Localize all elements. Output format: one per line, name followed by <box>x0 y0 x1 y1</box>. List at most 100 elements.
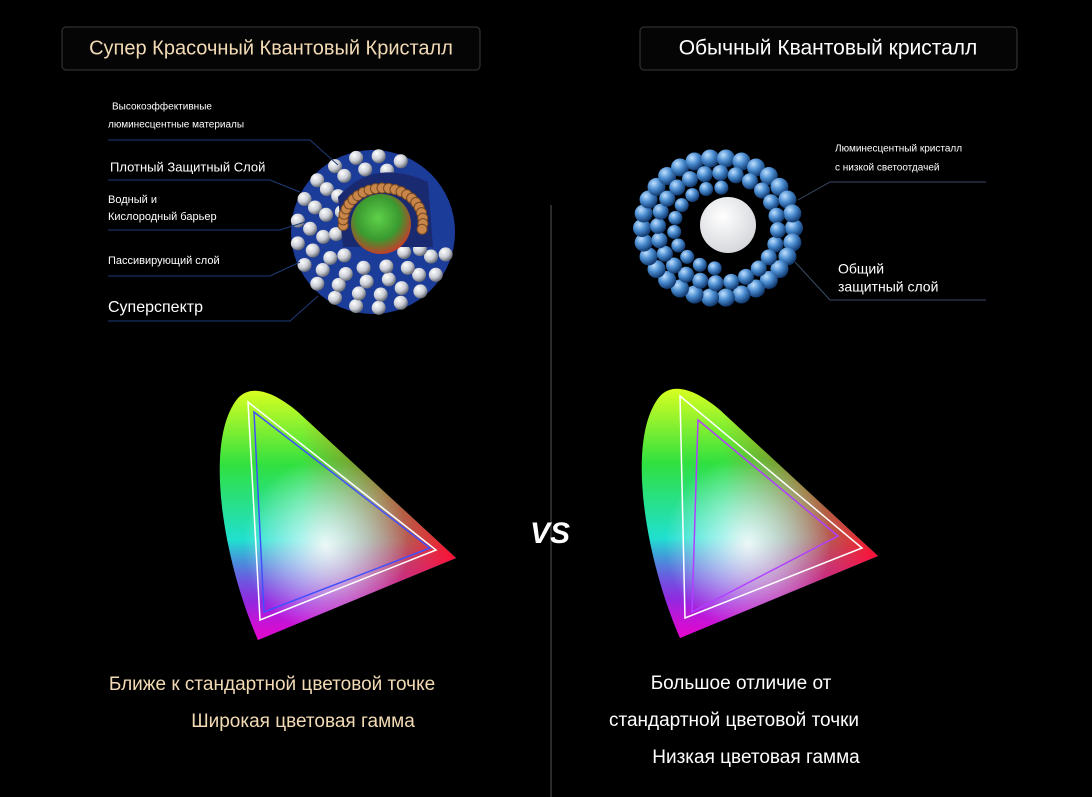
particle <box>778 190 797 209</box>
particle <box>707 275 724 292</box>
particle <box>394 281 409 296</box>
particle <box>727 167 744 184</box>
right-title: Обычный Квантовый кристалл <box>679 37 978 60</box>
particle <box>785 219 803 237</box>
particle <box>297 257 312 272</box>
particle <box>732 152 751 171</box>
particle <box>754 182 771 199</box>
particle <box>393 154 408 169</box>
right-panel: Обычный Квантовый кристалл Люминесцентны… <box>609 26 1018 768</box>
particle <box>412 267 427 282</box>
particle <box>634 233 653 252</box>
particle <box>678 266 695 283</box>
label: люминесцентные материалы <box>108 120 244 131</box>
particle <box>763 194 780 211</box>
particle <box>667 224 682 239</box>
qd-sphere <box>633 149 803 307</box>
particle <box>413 284 428 299</box>
particle <box>716 149 735 168</box>
label: Плотный Защитный Слой <box>110 159 265 174</box>
particle <box>656 245 673 262</box>
label: Пассивирующий слой <box>108 255 220 267</box>
particle <box>658 167 677 186</box>
particle <box>310 173 325 188</box>
label: Общий <box>838 261 884 277</box>
particle <box>371 300 386 315</box>
particle <box>682 171 699 188</box>
particle <box>767 236 784 253</box>
particle <box>329 227 344 242</box>
particle <box>714 180 729 195</box>
particle <box>723 273 740 290</box>
particle <box>428 267 443 282</box>
particle <box>732 285 751 304</box>
particle <box>379 259 394 274</box>
particle <box>692 272 709 289</box>
particle <box>692 257 707 272</box>
vs-label: VS <box>530 517 570 550</box>
leader-lines <box>794 181 986 301</box>
particle <box>633 219 651 237</box>
particle <box>305 243 320 258</box>
particle <box>393 295 408 310</box>
left-panel: Супер Красочный Квантовый Кристалл Высок… <box>61 26 481 732</box>
particle <box>416 223 428 235</box>
particle <box>400 260 415 275</box>
particle <box>359 274 374 289</box>
title-box <box>639 26 1018 71</box>
particle <box>337 168 352 183</box>
particle <box>671 158 689 177</box>
particle <box>783 204 802 223</box>
particle <box>768 207 785 224</box>
particle <box>639 247 658 266</box>
particle <box>337 248 352 263</box>
particle <box>650 217 667 234</box>
label: с низкой светоотдачей <box>835 163 939 174</box>
label: защитный слой <box>838 279 938 295</box>
particle <box>665 257 682 274</box>
color-gamut <box>219 390 456 640</box>
particle <box>371 149 386 164</box>
label: Кислородный барьер <box>108 211 217 223</box>
caption: Ближе к стандартной цветовой точке <box>109 674 435 695</box>
particle <box>699 182 714 197</box>
particle <box>351 194 411 254</box>
particle <box>685 152 704 171</box>
particle <box>351 286 366 301</box>
particle <box>696 166 713 183</box>
particle <box>669 179 686 196</box>
particle <box>319 207 334 222</box>
particle <box>319 182 334 197</box>
title-box <box>61 26 481 71</box>
particle <box>323 250 338 265</box>
particle <box>671 238 686 253</box>
particle <box>700 197 756 253</box>
particle <box>716 288 735 307</box>
particle <box>358 162 373 177</box>
particle <box>685 188 700 203</box>
caption: Широкая цветовая гамма <box>191 711 415 732</box>
particle <box>349 150 364 165</box>
particle <box>651 232 668 249</box>
particle <box>338 266 353 281</box>
particle <box>349 299 364 314</box>
particle <box>652 203 669 220</box>
particle <box>668 210 683 225</box>
particle <box>290 236 305 251</box>
label: Водный и <box>108 194 157 206</box>
particle <box>438 247 453 262</box>
particle <box>737 268 754 285</box>
particle <box>331 277 346 292</box>
color-gamut <box>641 388 878 638</box>
particle <box>634 204 653 223</box>
particle <box>671 279 689 298</box>
qd-sphere <box>290 149 455 315</box>
particle <box>316 229 331 244</box>
particle <box>373 287 388 302</box>
left-title: Супер Красочный Квантовый Кристалл <box>89 37 453 59</box>
caption: Большое отличие от <box>651 673 832 694</box>
leader-lines <box>108 139 339 322</box>
particle <box>741 173 758 190</box>
particle <box>759 270 778 289</box>
